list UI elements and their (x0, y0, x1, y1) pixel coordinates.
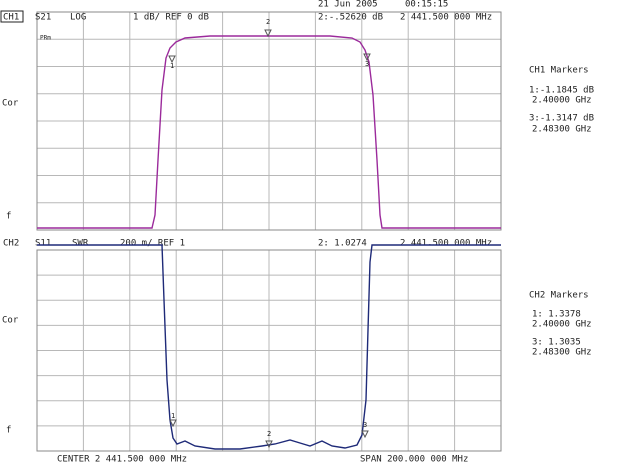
channel-label: CH1 (3, 13, 19, 23)
scale: 1 dB/ REF 0 dB (133, 13, 209, 23)
channel-box (0, 10, 24, 23)
marker-value: 1: 1.3378 (532, 310, 581, 320)
marker-readout: 2: 1.0274 (318, 239, 367, 249)
marker-symbol (265, 440, 273, 449)
format: LOG (70, 13, 86, 23)
marker-frequency: 2.40000 GHz (532, 320, 592, 330)
grids (36, 11, 502, 452)
marker-label: 1 (170, 62, 174, 70)
marker-value: 1:-1.1845 dB (529, 86, 594, 96)
marker-frequency: 2 441.500 000 MHz (400, 13, 492, 23)
trace-s21 (37, 35, 501, 229)
marker-symbol (168, 55, 176, 64)
time: 00:15:15 (405, 0, 448, 10)
markers-title: CH1 Markers (529, 66, 589, 76)
marker-symbol (361, 430, 369, 439)
marker-readout: 2:-.52620 dB (318, 13, 383, 23)
marker-label: 2 (266, 18, 270, 26)
parameter: S11 (35, 239, 51, 249)
marker-label: 3 (363, 421, 367, 429)
trace-s11 (37, 244, 501, 450)
marker-symbol (169, 419, 177, 428)
marker-frequency: 2.48300 GHz (532, 348, 592, 358)
side-label: Cor (2, 99, 19, 109)
marker-frequency: 2.40000 GHz (532, 96, 592, 106)
marker-frequency: 2 441.500 000 MHz (400, 239, 492, 249)
marker-frequency: 2.48300 GHz (532, 125, 592, 135)
plot-frame (36, 11, 502, 231)
marker-value: 3:-1.3147 dB (529, 114, 594, 124)
markers-title: CH2 Markers (529, 291, 589, 301)
marker-label: 3 (365, 60, 369, 68)
date: 21 Jun 2005 (318, 0, 378, 10)
span: SPAN 200.000 000 MHz (360, 455, 468, 465)
channel-label: CH2 (3, 239, 19, 249)
annotation: PRm (40, 35, 51, 42)
format: SWR (72, 239, 89, 249)
side-label: Cor (2, 316, 19, 326)
center-frequency: CENTER 2 441.500 000 MHz (57, 455, 187, 465)
marker-symbol (363, 53, 371, 62)
side-label: f (6, 212, 11, 222)
marker-label: 1 (171, 412, 175, 420)
parameter: S21 (35, 13, 51, 23)
side-label: f (6, 426, 11, 436)
marker-value: 3: 1.3035 (532, 338, 581, 348)
marker-symbol (264, 29, 272, 38)
plot-frame (36, 249, 502, 452)
scale: 200 m/ REF 1 (120, 239, 185, 249)
marker-label: 2 (267, 430, 271, 438)
